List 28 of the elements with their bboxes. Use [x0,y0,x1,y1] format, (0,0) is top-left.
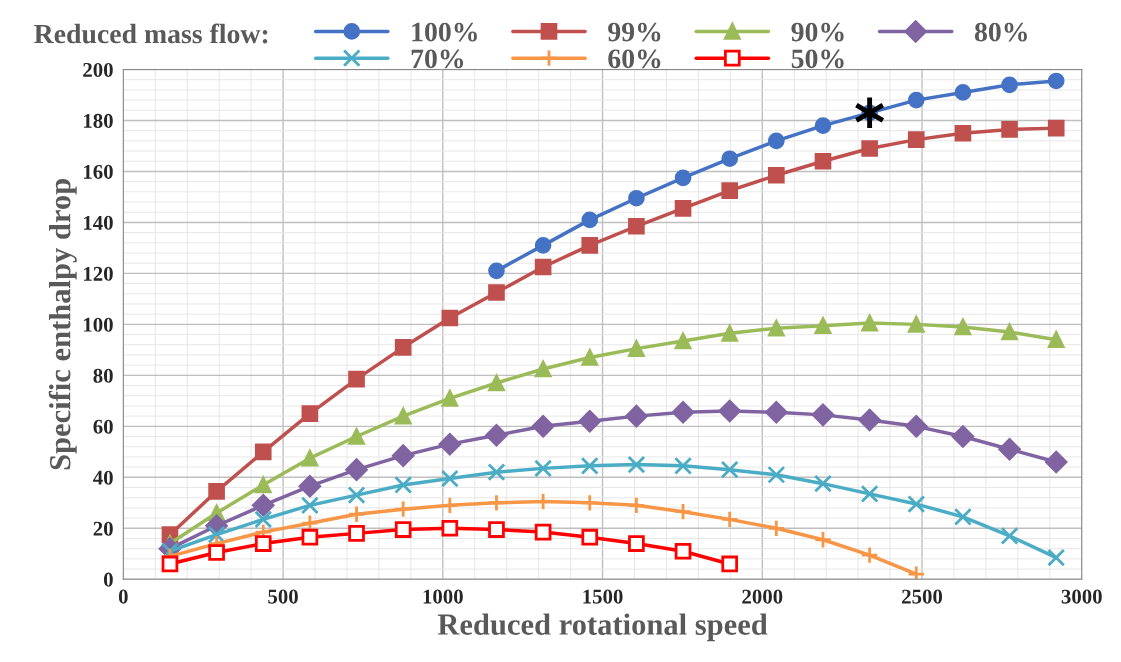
x-tick-label: 500 [268,589,298,604]
legend-label: 70% [411,49,464,69]
y-tick-label: 120 [84,266,113,281]
legend-label: 60% [608,49,661,69]
x-tick-label: 1500 [583,589,623,604]
legend-label: 80% [974,22,1027,42]
y-tick-label: 140 [84,215,113,230]
y-tick-label: 100 [84,317,113,332]
y-tick-label: 160 [84,164,113,179]
legend-title: Reduced mass flow: [34,23,268,44]
y-tick-label: 40 [93,470,113,485]
legend-label: 90% [791,22,844,42]
y-tick-label: 20 [93,521,113,536]
legend-label: 100% [412,22,477,42]
y-tick-label: 200 [83,62,113,77]
y-axis-title: Specific enthalpy drop [48,179,77,470]
y-tick-label: 180 [84,113,113,128]
x-tick-label: 2000 [742,589,783,604]
x-tick-label: 3000 [1061,589,1102,604]
y-tick-label: 60 [93,419,113,434]
x-axis-title: Reduced rotational speed [437,613,768,642]
y-tick-label: 80 [93,368,113,383]
legend-label: 50% [791,49,844,69]
legend-label: 99% [608,22,661,42]
x-tick-label: 1000 [423,589,463,604]
y-tick-label: 0 [103,572,113,587]
x-tick-label: 0 [118,589,128,604]
x-tick-label: 2500 [902,589,943,604]
